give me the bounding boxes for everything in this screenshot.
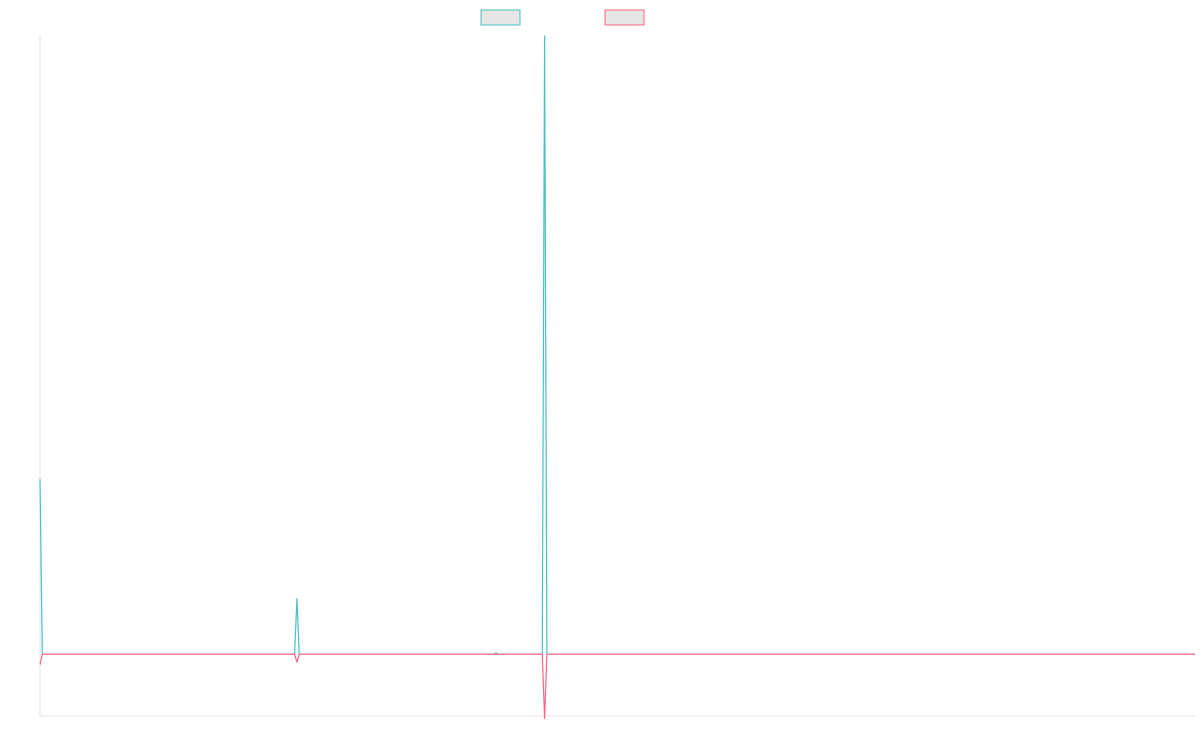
legend-item[interactable] <box>604 9 645 26</box>
legend-swatch <box>480 9 521 26</box>
series-lines <box>39 35 1195 720</box>
axes <box>39 36 1195 717</box>
legend-swatch <box>604 9 645 26</box>
series-line-1 <box>39 35 1195 655</box>
legend-item[interactable] <box>480 9 521 26</box>
series-line-2 <box>39 653 1195 720</box>
legend <box>480 9 645 26</box>
